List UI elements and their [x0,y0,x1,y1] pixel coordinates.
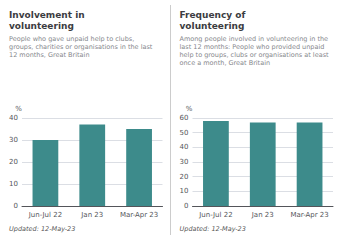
svg-text:20: 20 [180,173,189,181]
svg-text:Frequency of: Frequency of [180,10,246,20]
svg-text:Updated: 12-May-23: Updated: 12-May-23 [9,225,75,233]
svg-text:Mar-Apr 23: Mar-Apr 23 [120,211,158,219]
svg-text:last 12 months: People who pro: last 12 months: People who provided unpa… [180,43,325,51]
svg-text:Among people involved in volun: Among people involved in volunteering in… [180,35,329,43]
svg-text:once a month, Great Britain: once a month, Great Britain [180,59,271,67]
svg-text:Jan 23: Jan 23 [80,211,103,219]
svg-text:Jun-Jul 22: Jun-Jul 22 [198,211,232,219]
svg-text:People who gave unpaid help to: People who gave unpaid help to clubs, [9,35,134,43]
svg-text:volunteering: volunteering [9,21,74,31]
svg-text:Mar-Apr 23: Mar-Apr 23 [290,211,328,219]
svg-text:groups, charities or organisat: groups, charities or organisations in th… [9,43,153,51]
svg-text:0: 0 [14,202,18,210]
svg-text:0: 0 [184,202,188,210]
svg-text:20: 20 [9,158,18,166]
svg-text:%: % [186,105,193,113]
svg-text:40: 40 [9,114,18,122]
svg-text:%: % [15,105,22,113]
svg-text:30: 30 [180,158,189,166]
svg-text:10: 10 [9,180,18,188]
svg-text:Jan 23: Jan 23 [251,211,274,219]
svg-text:12 months, Great Britain: 12 months, Great Britain [9,51,90,59]
svg-text:Updated: 12-May-23: Updated: 12-May-23 [180,225,246,233]
svg-text:Jun-Jul 22: Jun-Jul 22 [28,211,62,219]
svg-text:40: 40 [180,143,189,151]
svg-text:60: 60 [180,114,189,122]
svg-text:help to groups, clubs or organ: help to groups, clubs or organisations a… [180,51,330,59]
svg-text:10: 10 [180,187,189,195]
svg-text:50: 50 [180,129,189,137]
svg-text:Involvement in: Involvement in [9,10,85,20]
svg-text:30: 30 [9,136,18,144]
svg-text:volunteering: volunteering [180,21,245,31]
